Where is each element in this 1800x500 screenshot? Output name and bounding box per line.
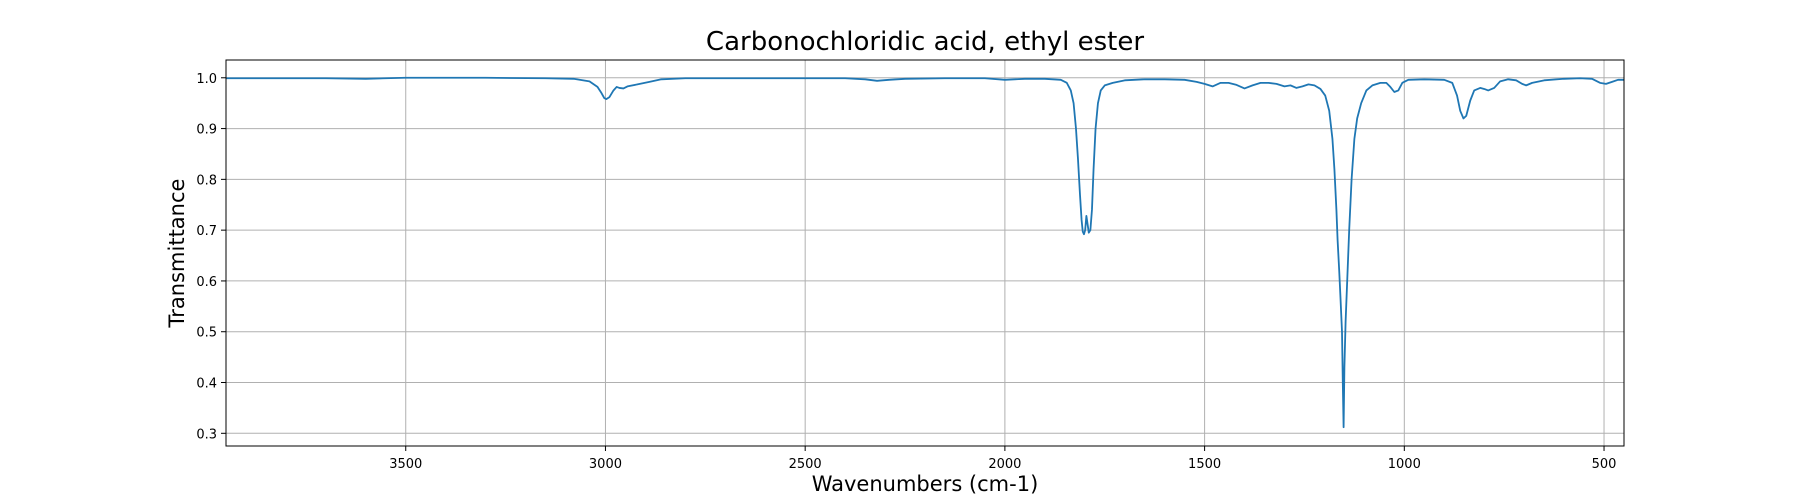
x-tick-label: 500 — [1592, 457, 1617, 472]
x-tick-label: 2000 — [988, 457, 1021, 472]
grid-lines — [226, 60, 1624, 446]
series-layer — [226, 76, 1624, 429]
x-tick-label: 2500 — [789, 457, 822, 472]
y-tick-label: 0.4 — [196, 377, 217, 392]
y-tick-label: 0.3 — [196, 427, 217, 442]
x-tick-label: 3000 — [589, 457, 622, 472]
spectrum-line — [226, 76, 1624, 429]
x-axis-label: Wavenumbers (cm-1) — [812, 472, 1039, 496]
x-axis: 3500 3000 2500 2000 1500 1000 500 — [389, 446, 1616, 472]
y-axis-label: Transmittance — [165, 179, 189, 329]
y-tick-label: 0.9 — [196, 123, 217, 138]
y-tick-label: 0.5 — [196, 326, 217, 341]
chart-title: Carbonochloridic acid, ethyl ester — [706, 27, 1144, 57]
y-tick-label: 0.7 — [196, 224, 217, 239]
y-tick-label: 1.0 — [196, 72, 217, 87]
y-tick-label: 0.8 — [196, 173, 217, 188]
x-tick-label: 1000 — [1388, 457, 1421, 472]
y-axis: 0.3 0.4 0.5 0.6 0.7 0.8 0.9 1.0 — [196, 72, 226, 442]
plot-frame — [225, 59, 1625, 447]
y-tick-label: 0.6 — [196, 275, 217, 290]
x-tick-label: 1500 — [1188, 457, 1221, 472]
x-tick-label: 3500 — [389, 457, 422, 472]
